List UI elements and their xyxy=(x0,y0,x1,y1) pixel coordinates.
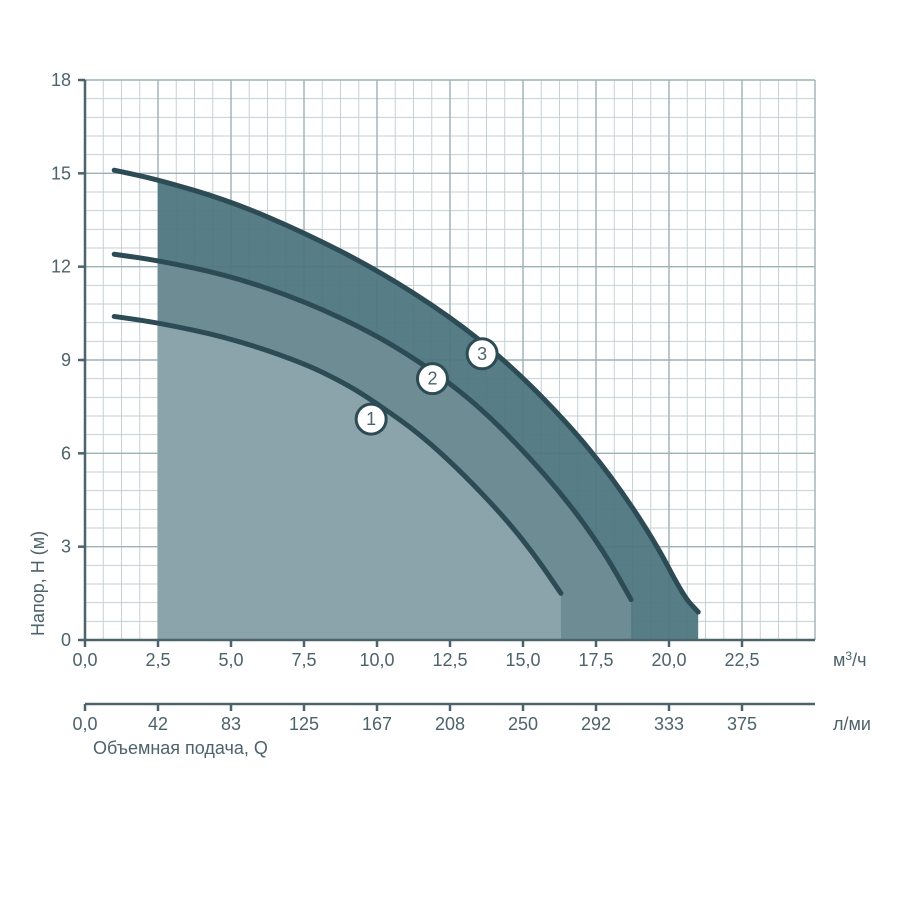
svg-text:10,0: 10,0 xyxy=(359,650,394,670)
svg-text:0,0: 0,0 xyxy=(72,714,97,734)
svg-text:2,5: 2,5 xyxy=(145,650,170,670)
svg-text:167: 167 xyxy=(362,714,392,734)
svg-text:292: 292 xyxy=(581,714,611,734)
svg-text:17,5: 17,5 xyxy=(578,650,613,670)
svg-text:22,5: 22,5 xyxy=(724,650,759,670)
svg-text:15: 15 xyxy=(51,163,71,183)
chart-frame: 03691215180,02,55,07,510,012,515,017,520… xyxy=(0,0,900,900)
svg-text:250: 250 xyxy=(508,714,538,734)
svg-text:83: 83 xyxy=(221,714,241,734)
svg-text:18: 18 xyxy=(51,70,71,90)
svg-text:208: 208 xyxy=(435,714,465,734)
svg-text:15,0: 15,0 xyxy=(505,650,540,670)
svg-text:375: 375 xyxy=(727,714,757,734)
svg-text:333: 333 xyxy=(654,714,684,734)
svg-text:20,0: 20,0 xyxy=(651,650,686,670)
svg-text:7,5: 7,5 xyxy=(291,650,316,670)
svg-text:2: 2 xyxy=(427,369,437,389)
pump-curve-chart: 03691215180,02,55,07,510,012,515,017,520… xyxy=(30,70,870,830)
svg-text:42: 42 xyxy=(148,714,168,734)
svg-text:12,5: 12,5 xyxy=(432,650,467,670)
svg-text:12: 12 xyxy=(51,257,71,277)
svg-text:3: 3 xyxy=(477,344,487,364)
svg-text:Объемная подача, Q: Объемная подача, Q xyxy=(93,738,268,758)
svg-text:9: 9 xyxy=(61,350,71,370)
svg-text:5,0: 5,0 xyxy=(218,650,243,670)
svg-text:125: 125 xyxy=(289,714,319,734)
chart-svg: 03691215180,02,55,07,510,012,515,017,520… xyxy=(30,70,870,830)
svg-text:1: 1 xyxy=(366,409,376,429)
svg-text:0: 0 xyxy=(61,630,71,650)
svg-text:Напор, H (м): Напор, H (м) xyxy=(30,531,48,636)
svg-text:3: 3 xyxy=(61,537,71,557)
svg-text:0,0: 0,0 xyxy=(72,650,97,670)
svg-text:6: 6 xyxy=(61,443,71,463)
svg-text:л/мин: л/мин xyxy=(833,714,870,734)
